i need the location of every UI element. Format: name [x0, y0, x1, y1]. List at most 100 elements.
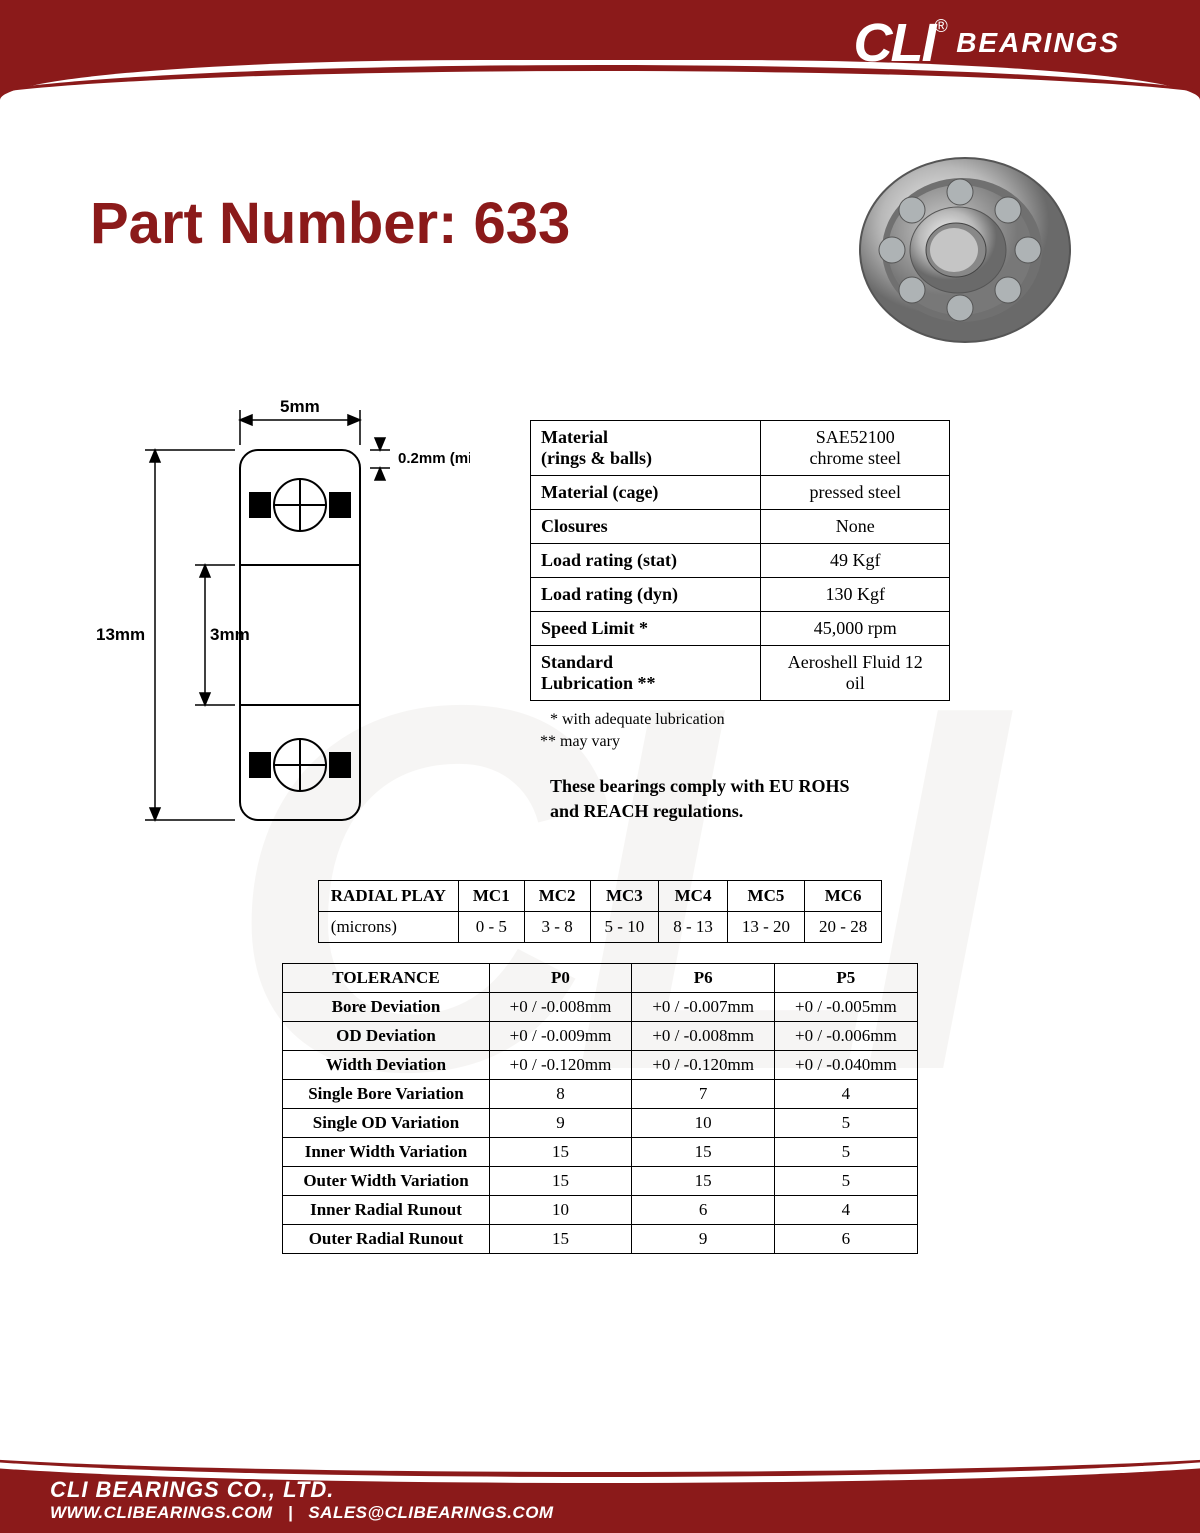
dimension-diagram: 5mm 0.2mm (min.) 13mm — [90, 390, 470, 850]
page-title: Part Number: 633 — [90, 190, 570, 257]
spec-label: Material (cage) — [531, 476, 761, 510]
brand-logo: CLI® BEARINGS — [853, 12, 1120, 74]
tol-col: P5 — [775, 964, 918, 993]
tol-cell: +0 / -0.040mm — [775, 1051, 918, 1080]
radial-val: 20 - 28 — [805, 912, 882, 943]
tol-row-label: Inner Radial Runout — [283, 1196, 489, 1225]
spec-value: 49 Kgf — [761, 544, 950, 578]
radial-col: MC5 — [727, 881, 804, 912]
tol-cell: 15 — [489, 1225, 632, 1254]
tol-cell: 15 — [489, 1167, 632, 1196]
tol-row: Inner Width Variation15155 — [283, 1138, 917, 1167]
spec-row: Speed Limit *45,000 rpm — [531, 612, 950, 646]
tol-cell: +0 / -0.008mm — [632, 1022, 775, 1051]
spec-value: Aeroshell Fluid 12 oil — [761, 646, 950, 701]
spec-value: SAE52100 chrome steel — [761, 421, 950, 476]
tol-row: Bore Deviation+0 / -0.008mm+0 / -0.007mm… — [283, 993, 917, 1022]
tol-row-label: Outer Width Variation — [283, 1167, 489, 1196]
radial-val: 0 - 5 — [458, 912, 524, 943]
footer-sep: | — [288, 1503, 293, 1522]
tol-cell: 8 — [489, 1080, 632, 1109]
tol-cell: 5 — [775, 1109, 918, 1138]
tol-cell: 6 — [632, 1196, 775, 1225]
tol-row-label: Bore Deviation — [283, 993, 489, 1022]
tol-row-label: Single Bore Variation — [283, 1080, 489, 1109]
tol-row-label: Inner Width Variation — [283, 1138, 489, 1167]
spec-label: Load rating (stat) — [531, 544, 761, 578]
brand-suffix: BEARINGS — [956, 27, 1120, 59]
tol-cell: 10 — [632, 1109, 775, 1138]
tol-header: TOLERANCE — [283, 964, 489, 993]
radial-col: MC1 — [458, 881, 524, 912]
tol-row: Outer Width Variation15155 — [283, 1167, 917, 1196]
spec-row: Load rating (dyn)130 Kgf — [531, 578, 950, 612]
brand-reg: ® — [934, 16, 947, 37]
footer-email: SALES@CLIBEARINGS.COM — [308, 1503, 553, 1522]
radial-play-table: RADIAL PLAY MC1MC2MC3MC4MC5MC6 (microns)… — [318, 880, 882, 943]
tol-cell: +0 / -0.008mm — [489, 993, 632, 1022]
tol-cell: 7 — [632, 1080, 775, 1109]
tolerance-table: TOLERANCE P0P6P5 Bore Deviation+0 / -0.0… — [282, 963, 917, 1254]
tol-row-label: Width Deviation — [283, 1051, 489, 1080]
spec-value: None — [761, 510, 950, 544]
tol-cell: 10 — [489, 1196, 632, 1225]
spec-value: 130 Kgf — [761, 578, 950, 612]
footer-contact: WWW.CLIBEARINGS.COM | SALES@CLIBEARINGS.… — [50, 1503, 554, 1523]
tol-cell: 4 — [775, 1080, 918, 1109]
radial-val: 13 - 20 — [727, 912, 804, 943]
spec-table: Material (rings & balls)SAE52100 chrome … — [530, 420, 950, 701]
tol-row-label: Outer Radial Runout — [283, 1225, 489, 1254]
tol-cell: +0 / -0.120mm — [632, 1051, 775, 1080]
footnote-1: * with adequate lubrication — [550, 709, 950, 731]
header-swoosh — [0, 65, 1200, 145]
tol-cell: 5 — [775, 1138, 918, 1167]
tol-cell: 15 — [632, 1167, 775, 1196]
tol-row: Single OD Variation9105 — [283, 1109, 917, 1138]
tol-cell: 5 — [775, 1167, 918, 1196]
tol-cell: 6 — [775, 1225, 918, 1254]
spec-label: Load rating (dyn) — [531, 578, 761, 612]
footer-company: CLI BEARINGS CO., LTD. — [50, 1477, 554, 1503]
tol-cell: +0 / -0.007mm — [632, 993, 775, 1022]
tol-cell: 9 — [489, 1109, 632, 1138]
spec-label: Standard Lubrication ** — [531, 646, 761, 701]
footer-url: WWW.CLIBEARINGS.COM — [50, 1503, 273, 1522]
spec-value: 45,000 rpm — [761, 612, 950, 646]
tol-cell: +0 / -0.005mm — [775, 993, 918, 1022]
tol-col: P0 — [489, 964, 632, 993]
tol-cell: +0 / -0.006mm — [775, 1022, 918, 1051]
tol-cell: 15 — [632, 1138, 775, 1167]
tol-row: OD Deviation+0 / -0.009mm+0 / -0.008mm+0… — [283, 1022, 917, 1051]
radial-val: 3 - 8 — [524, 912, 590, 943]
radial-col: MC4 — [659, 881, 728, 912]
tol-header-row: TOLERANCE P0P6P5 — [283, 964, 917, 993]
tol-col: P6 — [632, 964, 775, 993]
radial-value-row: (microns) 0 - 53 - 85 - 108 - 1313 - 202… — [318, 912, 881, 943]
dim-chamfer: 0.2mm (min.) — [398, 450, 470, 467]
spec-value: pressed steel — [761, 476, 950, 510]
radial-val: 8 - 13 — [659, 912, 728, 943]
dim-od: 13mm — [96, 625, 145, 644]
tol-cell: +0 / -0.120mm — [489, 1051, 632, 1080]
tol-cell: 9 — [632, 1225, 775, 1254]
header-bar: CLI® BEARINGS — [0, 0, 1200, 100]
spec-row: ClosuresNone — [531, 510, 950, 544]
radial-col: MC6 — [805, 881, 882, 912]
spec-row: Standard Lubrication **Aeroshell Fluid 1… — [531, 646, 950, 701]
tol-row-label: Single OD Variation — [283, 1109, 489, 1138]
spec-label: Speed Limit * — [531, 612, 761, 646]
tol-cell: 4 — [775, 1196, 918, 1225]
tol-tbody: Bore Deviation+0 / -0.008mm+0 / -0.007mm… — [283, 993, 917, 1254]
tol-row-label: OD Deviation — [283, 1022, 489, 1051]
radial-val: 5 - 10 — [590, 912, 659, 943]
brand-name: CLI — [853, 12, 934, 74]
compliance-note: These bearings comply with EU ROHS and R… — [550, 774, 950, 824]
dim-width: 5mm — [280, 397, 320, 416]
radial-header: RADIAL PLAY — [318, 881, 458, 912]
spec-row: Load rating (stat)49 Kgf — [531, 544, 950, 578]
radial-col: MC2 — [524, 881, 590, 912]
spec-row: Material (cage)pressed steel — [531, 476, 950, 510]
tol-row: Single Bore Variation874 — [283, 1080, 917, 1109]
footer-swoosh — [0, 1417, 1200, 1477]
radial-col: MC3 — [590, 881, 659, 912]
